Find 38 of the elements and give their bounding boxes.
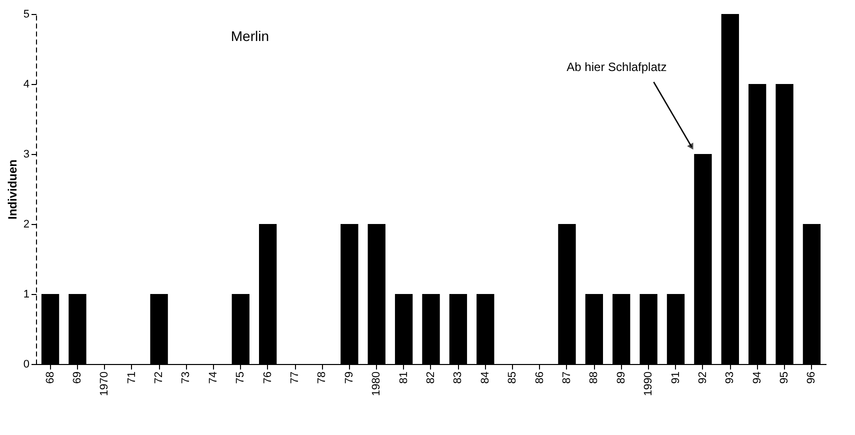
x-tick-label: 78 bbox=[316, 372, 328, 384]
x-tick-label: 85 bbox=[506, 372, 519, 384]
x-tick-label: 82 bbox=[425, 372, 437, 384]
x-tick-label: 86 bbox=[534, 372, 546, 384]
text: Merlin bbox=[230, 28, 270, 44]
x-tick-label: 73 bbox=[180, 372, 192, 384]
x-tick-label: 81 bbox=[398, 372, 410, 384]
x-tick-label: 72 bbox=[153, 372, 166, 384]
y-axis-title: Individuen bbox=[5, 160, 20, 220]
x-tick-label: 68 bbox=[44, 372, 56, 384]
x-tick-label: 87 bbox=[560, 372, 573, 384]
x-tick-label: 1970 bbox=[98, 372, 111, 396]
x-tick-label: 77 bbox=[289, 372, 302, 384]
y-tick-label: 0 bbox=[23, 358, 30, 370]
x-tick-label: 69 bbox=[71, 372, 84, 384]
x-tick-label: 94 bbox=[751, 372, 764, 384]
x-tick-label: 79 bbox=[343, 372, 356, 384]
x-tick-label: 1990 bbox=[642, 372, 655, 396]
x-tick-label: 71 bbox=[126, 372, 138, 384]
x-tick-label: 89 bbox=[615, 372, 628, 384]
y-tick-label: 5 bbox=[23, 8, 30, 20]
y-tick-label: 2 bbox=[23, 218, 30, 230]
x-tick-label: 96 bbox=[806, 372, 818, 384]
x-tick-label: 84 bbox=[479, 372, 492, 384]
x-tick-label: 75 bbox=[234, 372, 247, 384]
x-tick-label: 93 bbox=[724, 372, 736, 384]
x-tick-label: 1980 bbox=[370, 372, 383, 396]
x-tick-label: 74 bbox=[207, 372, 220, 384]
x-tick-label: 92 bbox=[696, 372, 709, 384]
x-tick-label: 76 bbox=[262, 372, 274, 384]
y-tick-label: 1 bbox=[23, 288, 30, 300]
annotation: Ab hier Schlafplatz bbox=[566, 60, 667, 74]
y-tick-label: 4 bbox=[23, 78, 30, 90]
x-tick-label: 91 bbox=[670, 372, 682, 384]
x-tick-label: 83 bbox=[452, 372, 464, 384]
y-tick-label: 3 bbox=[23, 148, 30, 160]
x-tick-label: 95 bbox=[778, 372, 791, 384]
x-tick-label: 88 bbox=[588, 372, 600, 384]
